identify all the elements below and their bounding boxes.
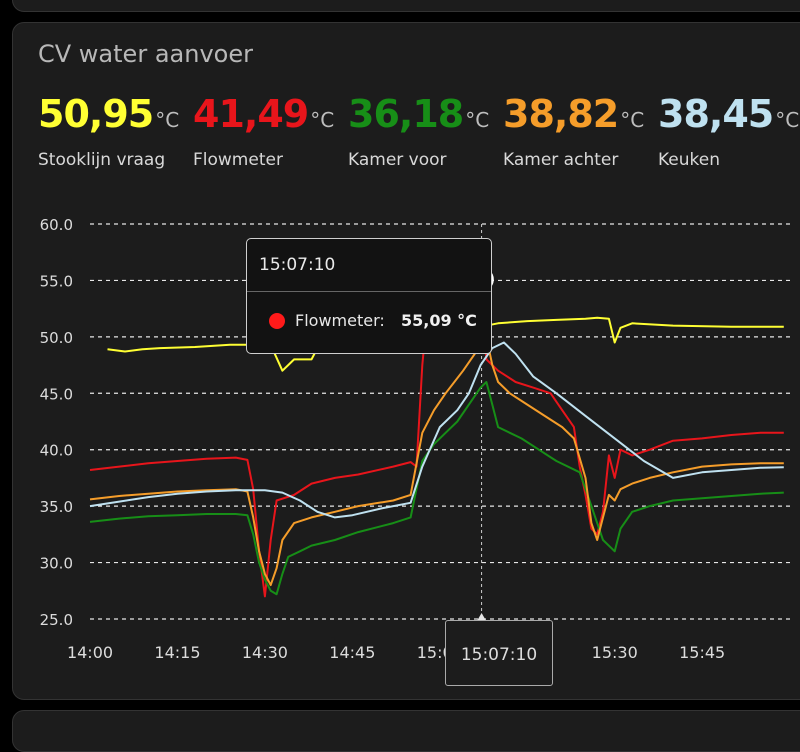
stat-value: 50,95 [38,92,154,136]
stat-flowmeter[interactable]: 41,49 °C Flowmeter [193,92,335,170]
x-tick-label: 14:30 [242,643,288,662]
tooltip-series: Flowmeter: [295,311,385,330]
x-tick-label: 14:15 [154,643,200,662]
x-tick-label: 14:45 [329,643,375,662]
stat-name: Keuken [658,150,721,170]
tooltip: 15:07:10 Flowmeter: 55,09 °C [246,238,492,354]
card-title: CV water aanvoer [38,40,253,68]
y-tick-label: 35.0 [40,498,73,516]
x-tick-label: 15:30 [592,643,638,662]
crosshair-x-label: 15:07:10 [445,620,553,686]
stat-value: 41,49 [193,92,309,136]
tooltip-divider [247,291,491,292]
x-tick-label: 15:45 [679,643,725,662]
stat-name: Kamer voor [348,150,447,170]
series-line-keuken [89,341,784,519]
stat-kamer-achter[interactable]: 38,82 °C Kamer achter [503,92,645,170]
stat-value: 38,45 [658,92,774,136]
stat-name: Stooklijn vraag [38,150,166,170]
crosshair-x-text: 15:07:10 [460,645,538,665]
stat-kamer-voor[interactable]: 36,18 °C Kamer voor [348,92,490,170]
y-tick-label: 55.0 [40,272,73,290]
stat-unit: °C [155,108,180,132]
y-tick-label: 45.0 [40,385,73,403]
stat-unit: °C [620,108,645,132]
y-tick-label: 30.0 [40,555,73,573]
stat-unit: °C [465,108,490,132]
stat-value: 36,18 [348,92,464,136]
line-chart[interactable]: 60.0 55.0 50.0 45.0 40.0 35.0 30.0 25.0 14:00 14:… [0,0,800,728]
stat-value: 38,82 [503,92,619,136]
y-tick-label: 50.0 [40,329,73,347]
cv-water-card [12,22,800,700]
series-line-kamer-voor [89,381,784,596]
stat-keuken[interactable]: 38,45 °C Keuken [658,92,800,170]
y-tick-label: 40.0 [40,442,73,460]
y-tick-label: 60.0 [40,216,73,234]
stat-unit: °C [310,108,335,132]
stat-unit: °C [775,108,800,132]
tooltip-value: 55,09 °C [401,311,477,330]
series-line-kamer-achter [89,330,784,587]
stat-name: Kamer achter [503,150,619,170]
tooltip-time: 15:07:10 [259,255,336,275]
series-dot-icon [269,313,285,329]
y-tick-label: 25.0 [40,611,73,629]
x-tick-label: 14:00 [67,643,113,662]
stat-name: Flowmeter [193,150,283,170]
stat-stooklijn[interactable]: 50,95 °C Stooklijn vraag [38,92,180,170]
